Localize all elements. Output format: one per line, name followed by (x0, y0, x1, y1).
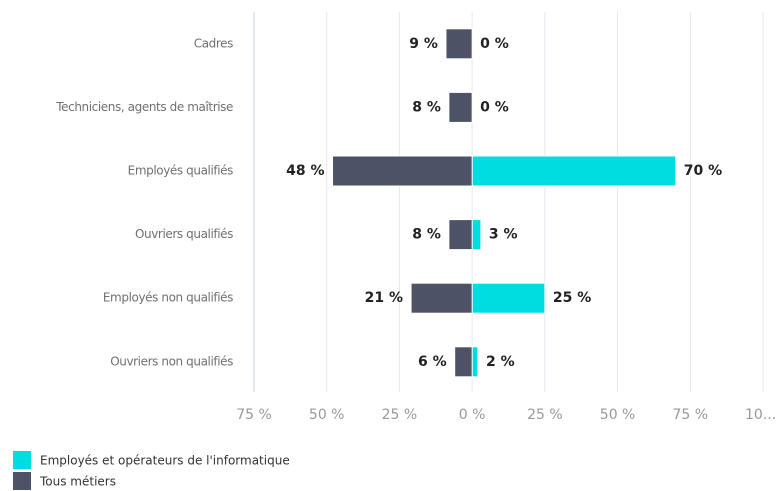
value-label: 0 % (480, 36, 509, 52)
value-label: 8 % (412, 99, 441, 115)
x-tick-label: 75 % (236, 407, 272, 423)
legend-label: Employés et opérateurs de l'informatique (40, 454, 290, 468)
bar (332, 155, 473, 187)
value-label: 48 % (286, 163, 324, 179)
value-label: 8 % (412, 227, 441, 243)
x-tick-label: 25 % (527, 407, 563, 423)
value-label: 3 % (489, 227, 518, 243)
value-label: 70 % (684, 163, 722, 179)
value-label: 6 % (418, 354, 447, 370)
category-label: Cadres (194, 36, 233, 50)
category-label: Ouvriers qualifiés (135, 227, 233, 241)
category-label: Ouvriers non qualifiés (110, 354, 233, 368)
bar (454, 346, 473, 378)
legend-label: Tous métiers (39, 475, 116, 489)
x-tick-label: 50 % (309, 407, 345, 423)
bar (471, 346, 479, 378)
x-tick-label: 10... (745, 407, 776, 423)
x-tick-label: 75 % (672, 407, 708, 423)
bar (448, 219, 473, 251)
category-label: Employés qualifiés (128, 164, 234, 178)
x-tick-label: 0 % (459, 407, 486, 423)
legend-swatch (13, 472, 31, 490)
x-tick-label: 25 % (382, 407, 418, 423)
value-label: 0 % (480, 99, 509, 115)
x-tick-label: 50 % (600, 407, 636, 423)
value-label: 21 % (365, 290, 403, 306)
value-label: 2 % (486, 354, 515, 370)
bar (410, 282, 473, 314)
category-label: Employés non qualifiés (103, 291, 233, 305)
legend-swatch (13, 451, 31, 469)
category-label: Techniciens, agents de maîtrise (55, 100, 233, 114)
bar (471, 155, 677, 187)
bar (445, 28, 473, 60)
bar (448, 91, 473, 123)
bar (471, 219, 482, 251)
bar (471, 282, 546, 314)
value-label: 9 % (409, 36, 438, 52)
value-label: 25 % (553, 290, 591, 306)
